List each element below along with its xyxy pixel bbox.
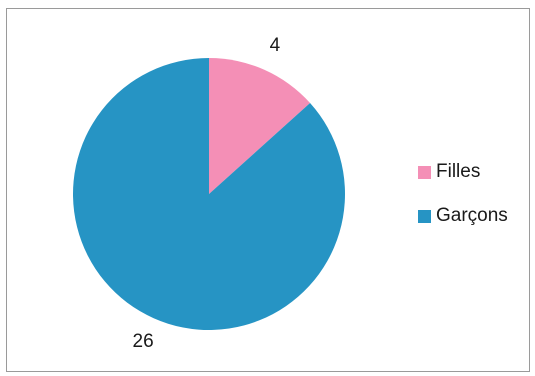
data-label-garcons: 26 [133, 331, 154, 352]
legend: Filles Garçons [418, 160, 508, 248]
legend-item-filles: Filles [418, 160, 508, 184]
pie-slice-garcons [72, 58, 345, 330]
legend-label-garcons: Garçons [436, 205, 508, 226]
data-label-filles: 4 [270, 35, 281, 56]
pie-slice-filles [209, 58, 311, 194]
legend-item-garcons: Garçons [418, 204, 508, 228]
legend-swatch-garcons [418, 209, 431, 223]
legend-label-filles: Filles [436, 161, 481, 182]
legend-swatch-filles [418, 165, 431, 179]
